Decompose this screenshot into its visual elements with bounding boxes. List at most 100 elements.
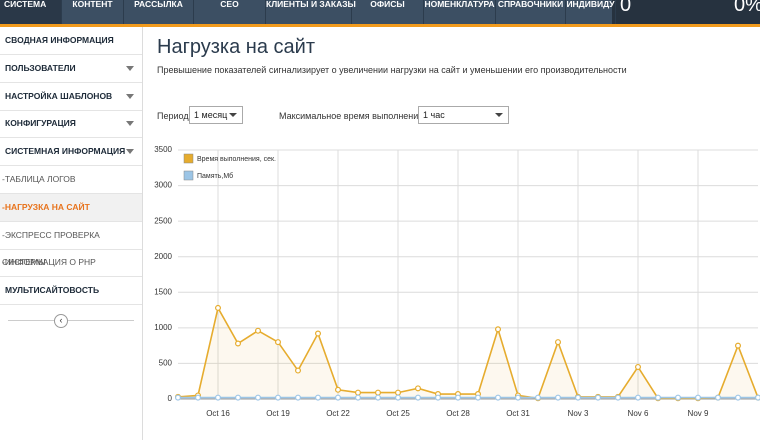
- sidebar-item[interactable]: СИСТЕМНАЯ ИНФОРМАЦИЯ: [0, 138, 142, 167]
- data-point: [375, 389, 382, 396]
- nav-item[interactable]: НОМЕНКЛАТУРА: [424, 0, 496, 24]
- data-point: [515, 394, 522, 401]
- nav-item[interactable]: СПРАВОЧНИКИ: [496, 0, 566, 24]
- data-point: [694, 394, 701, 401]
- data-point: [415, 385, 422, 392]
- data-point: [495, 326, 502, 333]
- sidebar-item[interactable]: СВОДНАЯ ИНФОРМАЦИЯ: [0, 27, 142, 55]
- legend-label: Память,Мб: [197, 172, 233, 180]
- data-point: [315, 330, 322, 337]
- sidebar-item[interactable]: НАСТРОЙКА ШАБЛОНОВ: [0, 83, 142, 111]
- legend-label: Время выполнения, сек.: [197, 156, 276, 163]
- x-tick-label: Oct 31: [506, 409, 530, 418]
- x-tick-label: Oct 16: [206, 409, 230, 418]
- x-tick-label: Oct 19: [266, 409, 290, 418]
- data-point: [435, 394, 442, 401]
- data-point: [674, 394, 681, 401]
- percent: 0%: [734, 0, 760, 16]
- nav-item[interactable]: КЛИЕНТЫ И ЗАКАЗЫ: [266, 0, 356, 24]
- legend-swatch: [183, 153, 194, 164]
- sidebar-item[interactable]: -ЭКСПРЕСС ПРОВЕРКА СИСТЕМЫ: [0, 222, 142, 267]
- data-point: [654, 394, 661, 401]
- y-tick-label: 1000: [154, 323, 172, 332]
- counter: 0: [620, 0, 632, 16]
- data-point: [734, 394, 741, 401]
- nav-item[interactable]: РАССЫЛКА: [124, 0, 194, 24]
- divider: [8, 320, 134, 321]
- sidebar-item[interactable]: МУЛЬТИСАЙТОВОСТЬ: [0, 277, 142, 306]
- data-point: [575, 394, 582, 401]
- y-tick-label: 3500: [154, 145, 172, 154]
- period-select[interactable]: 1 месяц: [189, 106, 243, 124]
- legend-swatch: [183, 170, 194, 181]
- y-tick-label: 2500: [154, 216, 172, 225]
- counter-panel: 0 0%: [612, 0, 760, 24]
- page-subtitle: Превышение показателей сигнализирует о у…: [157, 65, 627, 75]
- data-point: [355, 389, 362, 396]
- sidebar-item[interactable]: -ТАБЛИЦА ЛОГОВ: [0, 166, 142, 194]
- collapse-button[interactable]: ‹: [54, 314, 68, 328]
- sidebar-item[interactable]: КОНФИГУРАЦИЯ: [0, 110, 142, 139]
- data-point: [635, 394, 642, 401]
- data-point: [335, 386, 342, 393]
- data-point: [234, 340, 241, 347]
- sidebar-item[interactable]: -НАГРУЗКА НА САЙТ: [0, 193, 142, 222]
- sidebar: ‹ СВОДНАЯ ИНФОРМАЦИЯ ПОЛЬЗОВАТЕЛИ НАСТРОЙК…: [0, 27, 143, 440]
- x-tick-label: Nov 6: [628, 409, 649, 418]
- expand-arrow: [126, 65, 134, 71]
- nav-item[interactable]: СЕО: [194, 0, 266, 24]
- expand-arrow: [126, 93, 134, 99]
- data-point: [455, 394, 462, 401]
- x-tick-label: Nov 9: [688, 409, 709, 418]
- area: [178, 307, 758, 399]
- data-point: [555, 339, 562, 346]
- data-point: [234, 394, 241, 401]
- x-tick-label: Oct 28: [446, 409, 470, 418]
- data-point: [555, 394, 562, 401]
- sidebar-item[interactable]: -ИНФОРМАЦИЯ О PHP: [0, 249, 142, 278]
- data-point: [595, 394, 602, 401]
- data-point: [254, 327, 261, 334]
- data-point: [275, 339, 282, 346]
- nav-item[interactable]: ИНДИВИДУ: [566, 0, 616, 24]
- y-tick-label: 500: [159, 359, 173, 368]
- data-point: [375, 394, 382, 401]
- data-point: [615, 394, 622, 401]
- data-point: [214, 304, 221, 311]
- data-point: [315, 394, 322, 401]
- filter-label: Максимальное время выполнения: [279, 111, 424, 121]
- data-point: [415, 394, 422, 401]
- data-point: [734, 342, 741, 349]
- x-tick-label: Oct 25: [386, 409, 410, 418]
- y-tick-label: 0: [168, 394, 173, 403]
- data-point: [395, 389, 402, 396]
- data-point: [214, 394, 221, 401]
- data-point: [395, 394, 402, 401]
- filter-label: Период: [157, 111, 189, 121]
- data-point: [335, 394, 342, 401]
- sidebar-item[interactable]: ПОЛЬЗОВАТЕЛИ: [0, 55, 142, 83]
- data-point: [635, 363, 642, 370]
- data-point: [295, 394, 302, 401]
- page-title: Нагрузка на сайт: [157, 36, 315, 58]
- data-point: [535, 394, 542, 401]
- data-point: [194, 394, 201, 401]
- data-point: [495, 394, 502, 401]
- data-point: [714, 394, 721, 401]
- x-tick-label: Nov 3: [568, 409, 589, 418]
- nav-item[interactable]: ОФИСЫ: [352, 0, 424, 24]
- expand-arrow: [126, 149, 134, 155]
- max-time-select[interactable]: 1 час: [418, 106, 509, 124]
- data-point: [254, 394, 261, 401]
- nav-item[interactable]: СИСТЕМА: [0, 0, 62, 24]
- data-point: [475, 394, 482, 401]
- y-tick-label: 1500: [154, 287, 172, 296]
- nav-item[interactable]: КОНТЕНТ: [62, 0, 124, 24]
- data-point: [355, 394, 362, 401]
- y-tick-label: 2000: [154, 252, 172, 261]
- x-tick-label: Oct 22: [326, 409, 350, 418]
- data-point: [275, 394, 282, 401]
- data-point: [174, 394, 181, 401]
